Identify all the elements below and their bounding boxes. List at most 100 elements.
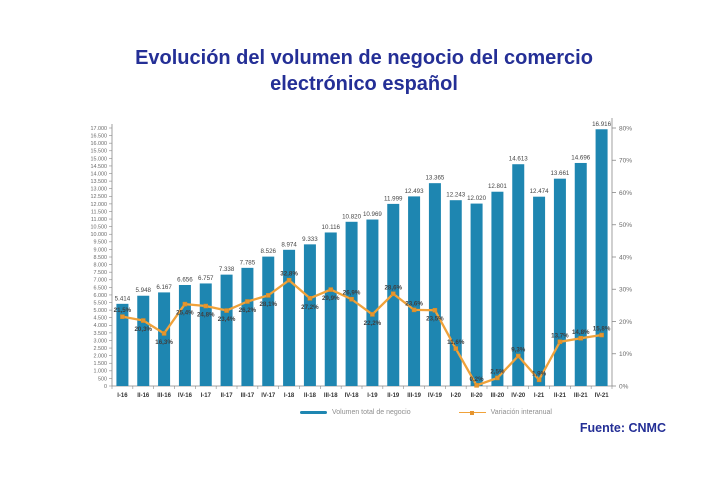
y-tick-label: 6.500 — [94, 285, 108, 291]
chart-title: Evolución del volumen de negocio del com… — [0, 46, 728, 97]
bar-I-19 — [366, 219, 379, 386]
x-tick-label: III-17 — [241, 393, 255, 399]
x-tick-label: I-21 — [534, 393, 545, 399]
bar-value-label: 10.116 — [322, 224, 341, 231]
bar-value-label: 12.474 — [530, 188, 549, 195]
bar-II-20 — [470, 203, 483, 386]
y-tick-label: 16.500 — [91, 133, 108, 139]
line-marker-II-20 — [474, 383, 479, 388]
growth-label: 16,3% — [155, 339, 173, 346]
x-tick-label: II-21 — [554, 393, 567, 399]
bar-I-21 — [533, 196, 546, 386]
growth-label: 21,5% — [114, 307, 132, 314]
x-tick-label: I-16 — [117, 393, 128, 399]
x-tick-label: I-19 — [367, 393, 378, 399]
y-tick-label: 0% — [619, 383, 629, 390]
growth-label: 2,5% — [490, 368, 505, 375]
bar-IV-20 — [512, 164, 525, 386]
growth-label: 11,6% — [447, 339, 465, 346]
bar-value-label: 7.785 — [240, 259, 256, 266]
y-tick-label: 0 — [104, 384, 107, 390]
y-tick-label: 4.500 — [94, 316, 108, 322]
bar-III-18 — [324, 232, 337, 386]
bar-value-label: 14.696 — [571, 154, 590, 161]
y-tick-label: 17.000 — [91, 126, 108, 132]
growth-label: 23,6% — [405, 300, 423, 307]
x-tick-label: I-20 — [451, 393, 462, 399]
line-series-swatch — [458, 410, 486, 415]
line-marker-III-17 — [245, 299, 250, 304]
y-tick-label: 13.500 — [91, 179, 108, 185]
y-tick-label: 30% — [619, 287, 632, 294]
y-tick-label: 8.500 — [94, 255, 108, 261]
bar-value-label: 8.974 — [281, 241, 297, 248]
source-caption: Fuente: CNMC — [579, 421, 666, 435]
bar-value-label: 6.757 — [198, 275, 214, 282]
y-tick-label: 40% — [619, 254, 632, 261]
bar-IV-21 — [595, 129, 608, 386]
chart-legend: Volumen total de negocio Variación inter… — [62, 409, 728, 416]
bar-I-17 — [199, 283, 212, 386]
growth-label: 14,8% — [572, 329, 590, 336]
x-axis: I-16 II-16 III-16 IV-16 I-17 II-17 III-17 IV-17… — [111, 385, 613, 399]
line-marker-IV-16 — [182, 301, 188, 307]
bar-value-label: 11.999 — [384, 195, 403, 202]
growth-label: 15,8% — [593, 326, 611, 333]
bar-III-20 — [491, 191, 504, 386]
y-tick-label: 7.000 — [94, 278, 108, 284]
y-tick-label: 7.500 — [94, 270, 108, 276]
growth-label: 32,8% — [280, 271, 298, 278]
growth-label: 22,2% — [364, 320, 382, 327]
x-tick-label: IV-20 — [511, 393, 526, 399]
y-tick-label: 3.500 — [94, 331, 108, 337]
y-tick-label: 50% — [619, 222, 632, 229]
growth-polyline — [121, 279, 603, 387]
y-tick-label: 1.500 — [94, 361, 108, 367]
y-tick-label: 1.000 — [94, 369, 108, 375]
bar-IV-16 — [178, 284, 191, 386]
bar-I-20 — [449, 200, 462, 386]
line-marker-IV-17 — [266, 293, 271, 298]
y-tick-label: 4.000 — [94, 323, 108, 329]
bar-III-16 — [158, 292, 171, 386]
chart-area: 17.000 16.500 16.000 15.500 15.000 14.500 14.0… — [50, 110, 690, 410]
growth-label: 0,2% — [470, 376, 485, 383]
y-tick-label: 12.000 — [91, 202, 108, 208]
legend-label-volume: Volumen total de negocio — [332, 409, 411, 416]
line-marker-I-17 — [203, 303, 208, 309]
legend-item-growth: Variación interanual — [458, 409, 552, 416]
x-tick-label: III-20 — [491, 393, 505, 399]
line-marker-IV-18 — [349, 296, 354, 302]
x-tick-label: III-21 — [574, 393, 588, 399]
x-tick-label: IV-21 — [595, 393, 610, 399]
x-tick-label: I-17 — [201, 393, 212, 399]
x-tick-label: II-16 — [137, 393, 150, 399]
y-tick-label: 15.500 — [91, 149, 108, 155]
growth-label: 9,3% — [511, 347, 526, 354]
bar-value-label: 12.801 — [488, 183, 507, 190]
bar-III-19 — [408, 196, 421, 386]
growth-label: 13,7% — [551, 332, 569, 339]
y-tick-label: 10.000 — [91, 232, 108, 238]
x-tick-label: III-16 — [157, 393, 171, 399]
bar-value-label: 9.333 — [302, 236, 318, 243]
bar-series-swatch — [300, 411, 327, 414]
y-tick-label: 8.000 — [94, 262, 108, 268]
bar-value-label: 14.613 — [509, 156, 528, 163]
x-tick-label: IV-16 — [178, 393, 193, 399]
y-tick-label: 2.500 — [94, 346, 108, 352]
bar-value-label: 7.338 — [219, 266, 235, 273]
line-marker-II-16 — [141, 318, 146, 323]
line-marker-III-18 — [328, 287, 333, 292]
line-marker-II-21 — [557, 339, 563, 345]
y-tick-label: 60% — [619, 190, 632, 197]
line-marker-IV-19 — [432, 307, 438, 313]
line-marker-III-16 — [161, 331, 167, 336]
y-tick-label: 10% — [619, 351, 632, 358]
y-tick-label: 11.000 — [91, 217, 107, 223]
y-tick-label: 5.500 — [94, 300, 108, 306]
bar-value-label: 12.020 — [467, 195, 486, 202]
line-marker-I-16 — [120, 314, 125, 319]
